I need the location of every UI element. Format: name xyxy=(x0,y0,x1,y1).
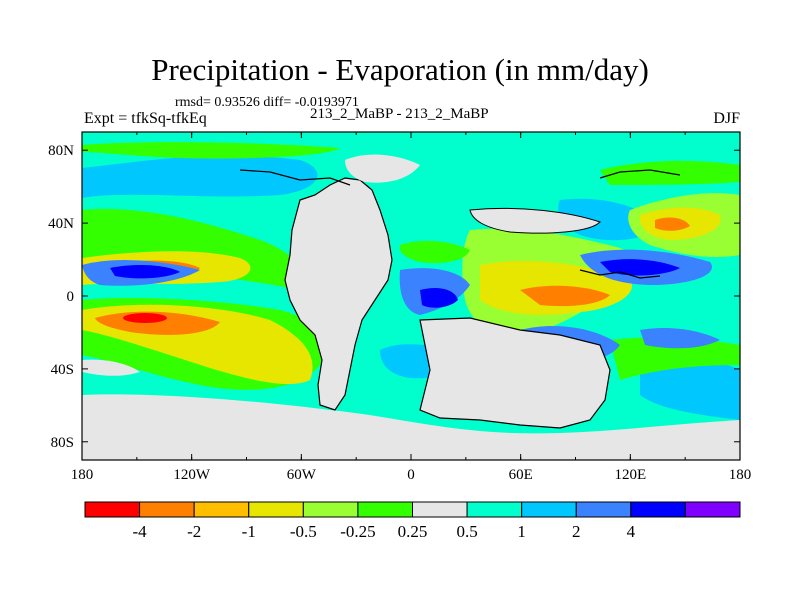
contour-band xyxy=(345,154,420,183)
colorbar xyxy=(84,501,741,518)
lon-tick-label: 180 xyxy=(71,467,94,483)
colorbar-label: -2 xyxy=(187,522,201,541)
colorbar-labels: -4 -2 -1 -0.5 -0.25 0.25 0.5 1 2 4 xyxy=(132,522,635,541)
colorbar-swatch xyxy=(139,501,195,518)
lon-axis: 180 120W 60W 0 60E 120E 180 xyxy=(71,132,752,483)
experiment-label: Expt = tfkSq-tfkEq xyxy=(84,110,207,127)
lon-tick-label: 0 xyxy=(407,467,415,483)
colorbar-label: 0.25 xyxy=(398,522,428,541)
colorbar-swatch xyxy=(193,501,250,518)
lon-tick-label: 120E xyxy=(614,467,646,483)
contour-band xyxy=(110,265,180,279)
colorbar-swatch xyxy=(84,501,141,518)
lon-tick-label: 60W xyxy=(287,467,317,483)
lon-tick-label: 60E xyxy=(509,467,533,483)
case-label: 213_2_MaBP - 213_2_MaBP xyxy=(310,106,489,122)
continent-outline xyxy=(419,317,611,429)
colorbar-swatch xyxy=(684,501,741,518)
continent-outline xyxy=(469,207,601,234)
contour-band xyxy=(82,359,140,376)
contour-band xyxy=(82,155,318,198)
lat-tick-label: 0 xyxy=(67,289,75,305)
lon-tick-label: 120W xyxy=(173,467,211,483)
colorbar-swatch xyxy=(575,501,632,518)
continent-outline xyxy=(599,169,681,179)
colorbar-swatch xyxy=(248,501,304,518)
contour-band xyxy=(82,142,340,159)
lat-axis: 80N 40N 0 40S 80S xyxy=(48,143,740,451)
contour-band xyxy=(610,337,740,380)
colorbar-label: 0.5 xyxy=(456,522,477,541)
contour-band xyxy=(520,285,610,307)
colorbar-label: 1 xyxy=(517,522,526,541)
colorbar-swatch xyxy=(521,501,577,518)
colorbar-swatch xyxy=(412,501,468,518)
lat-tick-label: 40S xyxy=(51,362,74,378)
lon-tick-label: 180 xyxy=(729,467,752,483)
lat-tick-label: 80N xyxy=(48,143,74,159)
colorbar-swatch xyxy=(466,501,523,518)
contour-band xyxy=(399,240,470,264)
colorbar-swatch xyxy=(630,501,686,518)
colorbar-label: -4 xyxy=(132,522,147,541)
plot-title: Precipitation - Evaporation (in mm/day) xyxy=(151,52,649,87)
colorbar-swatch xyxy=(302,501,359,518)
colorbar-label: -1 xyxy=(242,522,256,541)
stats-label: rmsd= 0.93526 diff= -0.0193971 xyxy=(175,95,359,110)
colorbar-label: -0.5 xyxy=(290,522,317,541)
lat-tick-label: 80S xyxy=(51,435,74,451)
lat-tick-label: 40N xyxy=(48,216,74,232)
colorbar-swatch xyxy=(357,501,413,518)
colorbar-label: -0.25 xyxy=(340,522,375,541)
contour-band xyxy=(640,358,740,420)
colorbar-label: 2 xyxy=(572,522,581,541)
colorbar-label: 4 xyxy=(627,522,636,541)
contour-band xyxy=(655,217,690,231)
continent-outline xyxy=(579,269,661,279)
continent-outline xyxy=(239,169,351,186)
continent-outline xyxy=(284,177,393,411)
contour-band xyxy=(640,328,720,349)
contour-band xyxy=(82,394,740,460)
season-label: DJF xyxy=(713,110,740,127)
contour-field xyxy=(82,132,740,460)
contour-band xyxy=(420,288,458,308)
contour-band xyxy=(123,313,167,323)
